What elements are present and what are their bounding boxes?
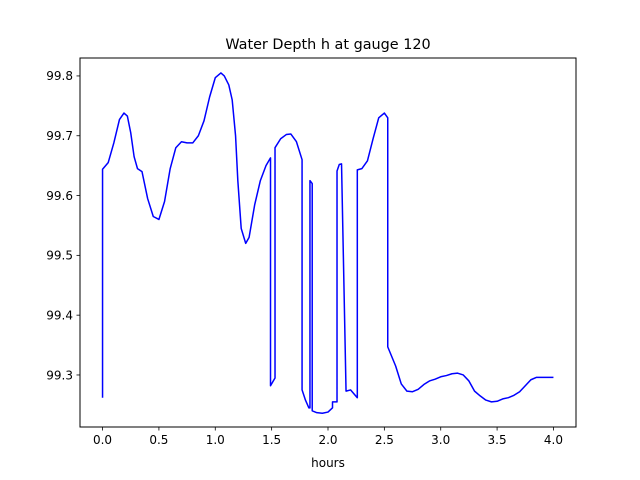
x-tick-label: 4.0 <box>544 433 563 447</box>
y-tick-label: 99.3 <box>46 368 73 382</box>
series-line-0 <box>101 72 554 414</box>
y-tick-label: 99.6 <box>46 189 73 203</box>
x-tick-label: 1.5 <box>262 433 281 447</box>
y-tick-label: 99.8 <box>46 69 73 83</box>
y-tick-label: 99.4 <box>46 308 73 322</box>
x-tick-label: 0.5 <box>149 433 168 447</box>
x-axis-ticks: 0.0 0.5 1.0 1.5 2.0 2.5 3.0 3.5 4.0 <box>93 427 563 447</box>
y-tick-label: 99.5 <box>46 249 73 263</box>
y-axis-ticks: 99.3 99.4 99.5 99.6 99.7 99.8 <box>46 69 80 382</box>
x-tick-label: 1.0 <box>206 433 225 447</box>
plot-area <box>101 72 554 414</box>
x-tick-label: 2.0 <box>318 433 337 447</box>
x-tick-label: 3.0 <box>431 433 450 447</box>
x-tick-label: 3.5 <box>488 433 507 447</box>
x-axis-label: hours <box>311 456 345 470</box>
x-tick-label: 0.0 <box>93 433 112 447</box>
chart-title: Water Depth h at gauge 120 <box>225 37 430 53</box>
y-tick-label: 99.7 <box>46 129 73 143</box>
x-tick-label: 2.5 <box>375 433 394 447</box>
plot-frame <box>79 57 577 428</box>
